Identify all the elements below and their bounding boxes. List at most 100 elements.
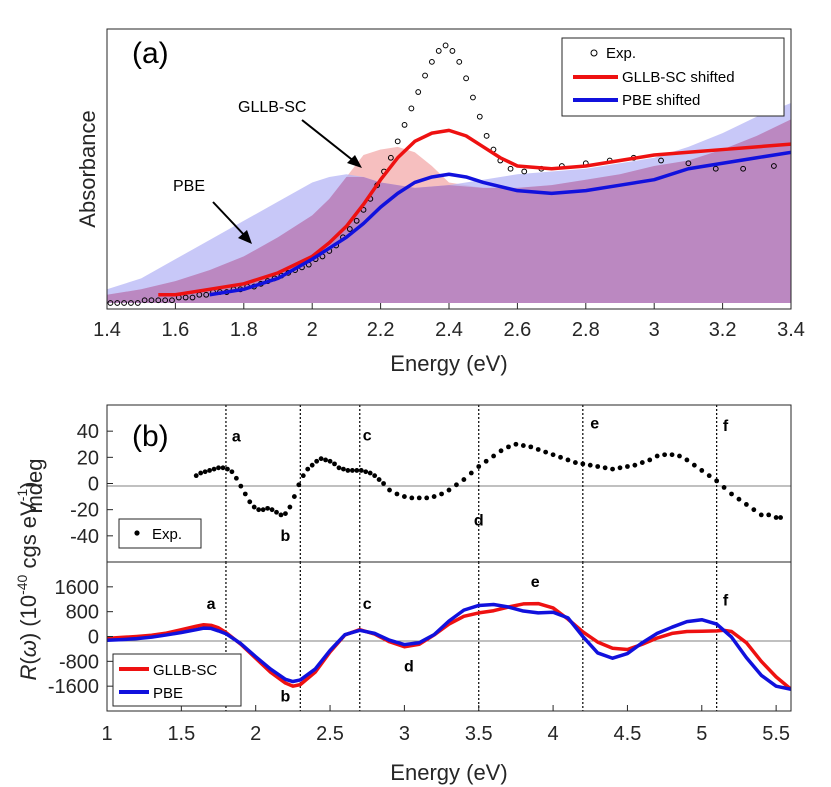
cd-exp-point: [632, 462, 638, 468]
panel-a-label: (a): [132, 37, 169, 70]
panel-b-top-legend: Exp.: [118, 518, 202, 549]
exp-point: [408, 105, 415, 112]
cd-exp-point: [220, 465, 226, 471]
exp-point: [740, 165, 747, 172]
cd-exp-point: [265, 505, 270, 511]
cd-exp-point: [513, 441, 519, 447]
cd-exp-point: [291, 494, 297, 499]
cd-exp-point: [305, 466, 311, 472]
legend-exp-dot: [134, 530, 140, 536]
xtick-label: 1: [101, 723, 112, 745]
ytick-label: 1600: [55, 577, 100, 599]
cd-exp-point: [345, 468, 351, 473]
ytick-label: 40: [77, 421, 99, 443]
xtick-label: 2.6: [503, 319, 531, 341]
panel-b-top-axes-box: [106, 404, 792, 563]
cd-exp-point: [424, 495, 430, 501]
cd-exp-point: [216, 465, 221, 471]
exp-point: [114, 300, 121, 306]
cd-exp-point: [580, 461, 586, 467]
cd-exp-point: [647, 457, 653, 463]
legend-box: [118, 518, 202, 549]
legend-exp-marker: [590, 49, 598, 57]
exp-point: [182, 294, 189, 301]
exp-point: [353, 217, 360, 224]
cd-exp-point: [778, 515, 783, 520]
xtick-label: 2.2: [367, 319, 395, 341]
panel-b-top-yticks: 40 20 0 -20 -40: [70, 421, 113, 548]
panel-b-top-markers: [193, 441, 783, 520]
cd-exp-point: [610, 466, 615, 472]
cd-exp-point: [587, 462, 593, 468]
xtick-label: 1.5: [167, 723, 195, 745]
exp-point: [387, 154, 394, 161]
exp-point: [463, 75, 470, 82]
panel-b-bottom-vlines: [225, 562, 718, 711]
exp-point: [121, 300, 127, 306]
cd-exp-point: [260, 507, 266, 513]
cd-exp-point: [269, 507, 275, 513]
exp-point: [422, 72, 428, 79]
cd-exp-point: [309, 462, 315, 468]
panel-a-fills: [107, 102, 791, 303]
panel-b-bottom-ylabel: R(ω) (10-40 cgs eV-1): [14, 482, 41, 681]
cd-exp-point: [691, 462, 697, 468]
legend-exp-label: Exp.: [152, 526, 182, 543]
cd-exp-point: [684, 457, 690, 463]
xtick-label: 5.5: [762, 723, 790, 745]
cd-exp-point: [323, 457, 328, 463]
cd-exp-point: [602, 465, 608, 471]
panel-b-bottom-yticks: 1600 800 0-800 -1600: [48, 577, 113, 698]
peak-label-b: b: [281, 528, 291, 545]
xtick-label: 3.5: [465, 723, 493, 745]
cd-exp-point: [468, 470, 474, 476]
ytick-label: 0: [88, 627, 99, 649]
cd-exp-point: [394, 491, 400, 497]
exp-point: [442, 42, 449, 49]
panel-b-bottom-xticks: 1 1.5 2 2.5 3 3.5 4 4.5 5 5.5: [101, 705, 790, 745]
cd-exp-point: [461, 477, 467, 482]
xtick-label: 3.4: [777, 319, 805, 341]
cd-exp-point: [439, 491, 444, 497]
cd-exp-point: [229, 469, 235, 475]
xtick-label: 1.8: [230, 319, 258, 341]
cd-exp-point: [242, 491, 248, 497]
exp-point: [203, 291, 210, 298]
peak-label-e: e: [531, 574, 540, 591]
cd-exp-point: [721, 485, 727, 490]
xtick-label: 2: [307, 319, 318, 341]
exp-point: [685, 160, 692, 167]
exp-point: [148, 297, 155, 304]
panel-b-label: (b): [132, 420, 169, 453]
cd-exp-point: [416, 495, 422, 501]
ytick-label: -1600: [48, 676, 99, 698]
xtick-label: 1.6: [161, 319, 189, 341]
cd-exp-point: [367, 470, 373, 476]
exp-point: [429, 58, 435, 65]
annotation-gllb-sc: GLLB-SC: [238, 99, 306, 116]
exp-point: [162, 297, 169, 304]
cd-exp-point: [349, 468, 355, 473]
cd-exp-point: [207, 468, 213, 473]
peak-label-c: c: [363, 427, 372, 444]
exp-point: [346, 226, 353, 232]
exp-point: [415, 89, 422, 95]
cd-exp-point: [662, 452, 668, 458]
exp-point: [449, 48, 456, 54]
cd-exp-point: [758, 512, 764, 518]
cd-exp-point: [595, 464, 601, 469]
xtick-label: 4: [548, 723, 559, 745]
annotation-gllb-sc-arrow: [301, 119, 356, 163]
cd-exp-point: [714, 478, 720, 484]
exp-point: [141, 297, 148, 304]
exp-point: [483, 132, 490, 139]
peak-label-e: e: [590, 416, 599, 433]
cd-exp-point: [225, 466, 230, 472]
cd-exp-point: [387, 487, 392, 493]
annotation-pbe: PBE: [173, 178, 205, 195]
cd-exp-point: [409, 495, 415, 501]
cd-exp-point: [639, 460, 645, 465]
annotation-pbe-arrow: [212, 201, 247, 238]
cd-exp-point: [565, 457, 571, 463]
